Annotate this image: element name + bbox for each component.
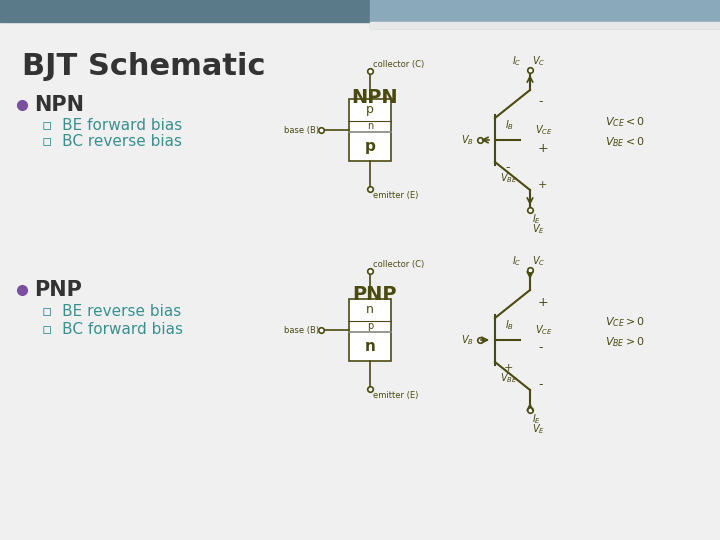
Text: $I_C$: $I_C$	[513, 254, 522, 268]
Text: $V_B$: $V_B$	[461, 333, 474, 347]
Text: $V_{CE} > 0$: $V_{CE} > 0$	[605, 315, 645, 329]
Text: $V_E$: $V_E$	[532, 222, 545, 236]
Bar	[0, 0, 720, 22]
Text: +: +	[503, 363, 513, 373]
Text: emitter (E): emitter (E)	[373, 391, 418, 400]
Text: $V_{BE} > 0$: $V_{BE} > 0$	[605, 335, 645, 349]
Text: $V_C$: $V_C$	[532, 54, 545, 68]
Text: $V_{CE}$: $V_{CE}$	[535, 123, 553, 137]
Text: n: n	[364, 339, 375, 354]
Bar	[349, 99, 391, 161]
Text: $I_E$: $I_E$	[532, 412, 541, 426]
Text: $I_E$: $I_E$	[532, 212, 541, 226]
Text: -: -	[538, 379, 542, 392]
Text: +: +	[538, 141, 549, 154]
Text: collector (C): collector (C)	[373, 260, 424, 269]
Text: NPN: NPN	[34, 95, 84, 115]
Text: BJT Schematic: BJT Schematic	[22, 52, 266, 81]
Text: $V_{BE}$: $V_{BE}$	[500, 171, 518, 185]
Text: $V_B$: $V_B$	[461, 133, 474, 147]
Text: ▫  BE reverse bias: ▫ BE reverse bias	[42, 305, 181, 320]
Text: $V_{CE}$: $V_{CE}$	[535, 323, 553, 337]
Text: $I_B$: $I_B$	[505, 318, 515, 332]
Text: ▫  BE forward bias: ▫ BE forward bias	[42, 118, 182, 132]
Text: -: -	[505, 161, 510, 174]
Text: $V_C$: $V_C$	[532, 254, 545, 268]
Text: -: -	[538, 96, 542, 109]
Text: n: n	[367, 122, 373, 131]
Text: $V_{BE}$: $V_{BE}$	[500, 371, 518, 385]
Text: ▫  BC forward bias: ▫ BC forward bias	[42, 321, 183, 336]
Bar	[370, 0, 720, 28]
Bar	[349, 299, 391, 361]
Text: p: p	[364, 139, 375, 154]
Text: base (B): base (B)	[284, 125, 319, 134]
Text: n: n	[366, 303, 374, 316]
Text: $I_B$: $I_B$	[505, 118, 515, 132]
Text: emitter (E): emitter (E)	[373, 191, 418, 200]
Text: p: p	[367, 321, 373, 331]
Text: collector (C): collector (C)	[373, 60, 424, 69]
Text: base (B): base (B)	[284, 326, 319, 334]
Text: PNP: PNP	[34, 280, 82, 300]
Text: +: +	[538, 180, 547, 190]
Text: p: p	[366, 103, 374, 116]
Bar	[370, 22, 720, 28]
Text: $V_{CE} < 0$: $V_{CE} < 0$	[605, 115, 645, 129]
Text: NPN: NPN	[351, 88, 398, 107]
Text: +: +	[538, 295, 549, 308]
Text: PNP: PNP	[353, 285, 397, 304]
Text: ▫  BC reverse bias: ▫ BC reverse bias	[42, 134, 182, 150]
Text: $V_E$: $V_E$	[532, 422, 545, 436]
Text: $I_C$: $I_C$	[513, 54, 522, 68]
Text: $V_{BE} < 0$: $V_{BE} < 0$	[605, 135, 645, 149]
Text: -: -	[538, 341, 542, 354]
